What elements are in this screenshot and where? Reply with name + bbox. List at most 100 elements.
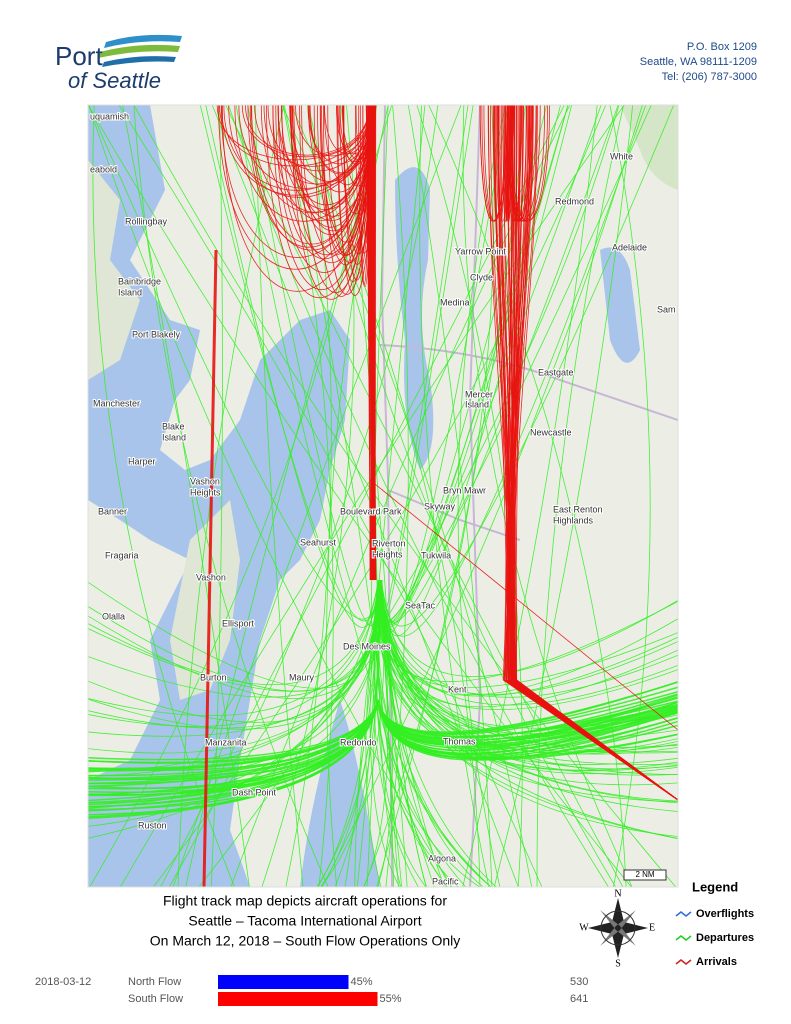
flight-track (317, 579, 380, 887)
flight-track (241, 105, 371, 158)
flight-track (267, 105, 370, 172)
flight-track (225, 105, 624, 887)
flight-track (88, 699, 379, 771)
flight-track (379, 105, 474, 633)
place-label: Island (118, 287, 142, 297)
place-label: eabold (90, 164, 117, 174)
place-label: Bryn Mawr (443, 485, 486, 495)
flow-percent: 55% (380, 993, 402, 1005)
place-label: Ruston (138, 820, 167, 830)
place-label: Rollingbay (125, 216, 168, 226)
flight-track (375, 579, 492, 887)
flight-track (507, 105, 678, 801)
place-label: Riverton (372, 538, 406, 548)
place-label: Seahurst (300, 537, 337, 547)
flight-track (373, 579, 459, 887)
flight-track (510, 105, 522, 222)
flow-date: 2018-03-12 (35, 976, 91, 988)
flight-track (249, 105, 371, 251)
flow-category: North Flow (128, 976, 181, 988)
flight-track (479, 105, 509, 222)
flight-track (419, 105, 490, 887)
flight-track (211, 105, 519, 887)
flight-track (368, 105, 371, 581)
flight-track (378, 579, 678, 706)
flight-track (378, 579, 445, 887)
flight-track (377, 699, 678, 747)
flight-track (462, 105, 633, 887)
flight-track (495, 105, 506, 222)
flight-track (251, 105, 369, 245)
logo-stripe (98, 44, 180, 58)
flight-track (385, 105, 409, 887)
map-island (88, 160, 140, 380)
logo-text: of Seattle (68, 68, 161, 93)
flight-track (254, 105, 370, 167)
caption-line: Flight track map depicts aircraft operat… (163, 893, 447, 909)
flight-track (381, 579, 399, 887)
flight-track (506, 105, 678, 801)
place-label: uquamish (90, 111, 129, 121)
compass-letter: S (615, 958, 621, 969)
map-park (620, 105, 678, 190)
place-label: Manchester (93, 398, 140, 408)
flight-track (377, 699, 678, 738)
compass-letter: E (649, 922, 655, 933)
legend-swatch (675, 911, 692, 917)
flight-track (88, 579, 379, 716)
flight-track (199, 105, 382, 622)
flight-track (492, 105, 678, 801)
flight-track (88, 699, 379, 796)
flight-track (88, 699, 379, 797)
legend-swatch (675, 959, 692, 965)
legend-label: Overflights (696, 908, 754, 920)
flight-track (496, 105, 678, 801)
place-label: Bainbridge (118, 276, 161, 286)
map-water (600, 247, 640, 363)
flight-track (133, 105, 677, 887)
map-frame (87, 104, 679, 888)
place-label: Mercer (465, 389, 493, 399)
flight-track (377, 579, 678, 710)
scale-label: 2 NM (635, 870, 654, 879)
map-water (300, 700, 380, 887)
flow-count: 641 (570, 993, 588, 1005)
flight-track (381, 579, 448, 887)
legend-swatch (675, 935, 692, 941)
place-label: Thomas (443, 736, 476, 746)
flight-track (228, 105, 374, 198)
map-water (395, 167, 434, 470)
flight-track (508, 105, 533, 222)
flow-bar (218, 992, 378, 1006)
address-line: P.O. Box 1209 (687, 41, 757, 53)
flight-track (202, 249, 218, 887)
flight-track (380, 579, 497, 887)
flight-track (498, 105, 678, 801)
flight-track (321, 105, 643, 887)
logo: Port of Seattle (55, 34, 182, 93)
flight-track (290, 105, 370, 235)
place-label: Adelaide (612, 242, 647, 252)
place-label: Pacific (432, 876, 459, 886)
place-label: Heights (372, 549, 403, 559)
flight-track (609, 105, 651, 887)
place-label: Highlands (553, 515, 594, 525)
flight-track (407, 105, 493, 887)
flight-track (377, 579, 678, 708)
compass-ring (600, 910, 636, 946)
place-label: Redmond (555, 196, 594, 206)
place-label: Yarrow Point (455, 246, 506, 256)
flight-track (369, 479, 678, 731)
flight-track (88, 699, 379, 771)
place-label: White (610, 151, 633, 161)
flight-track (221, 105, 375, 292)
place-label: Burton (200, 672, 227, 682)
flight-track (88, 579, 382, 729)
place-label: Medina (440, 297, 470, 307)
place-label: Kent (448, 684, 467, 694)
flight-track (88, 105, 632, 887)
map-road (387, 489, 521, 541)
logo-stripe (104, 34, 182, 48)
flight-track (370, 105, 377, 581)
